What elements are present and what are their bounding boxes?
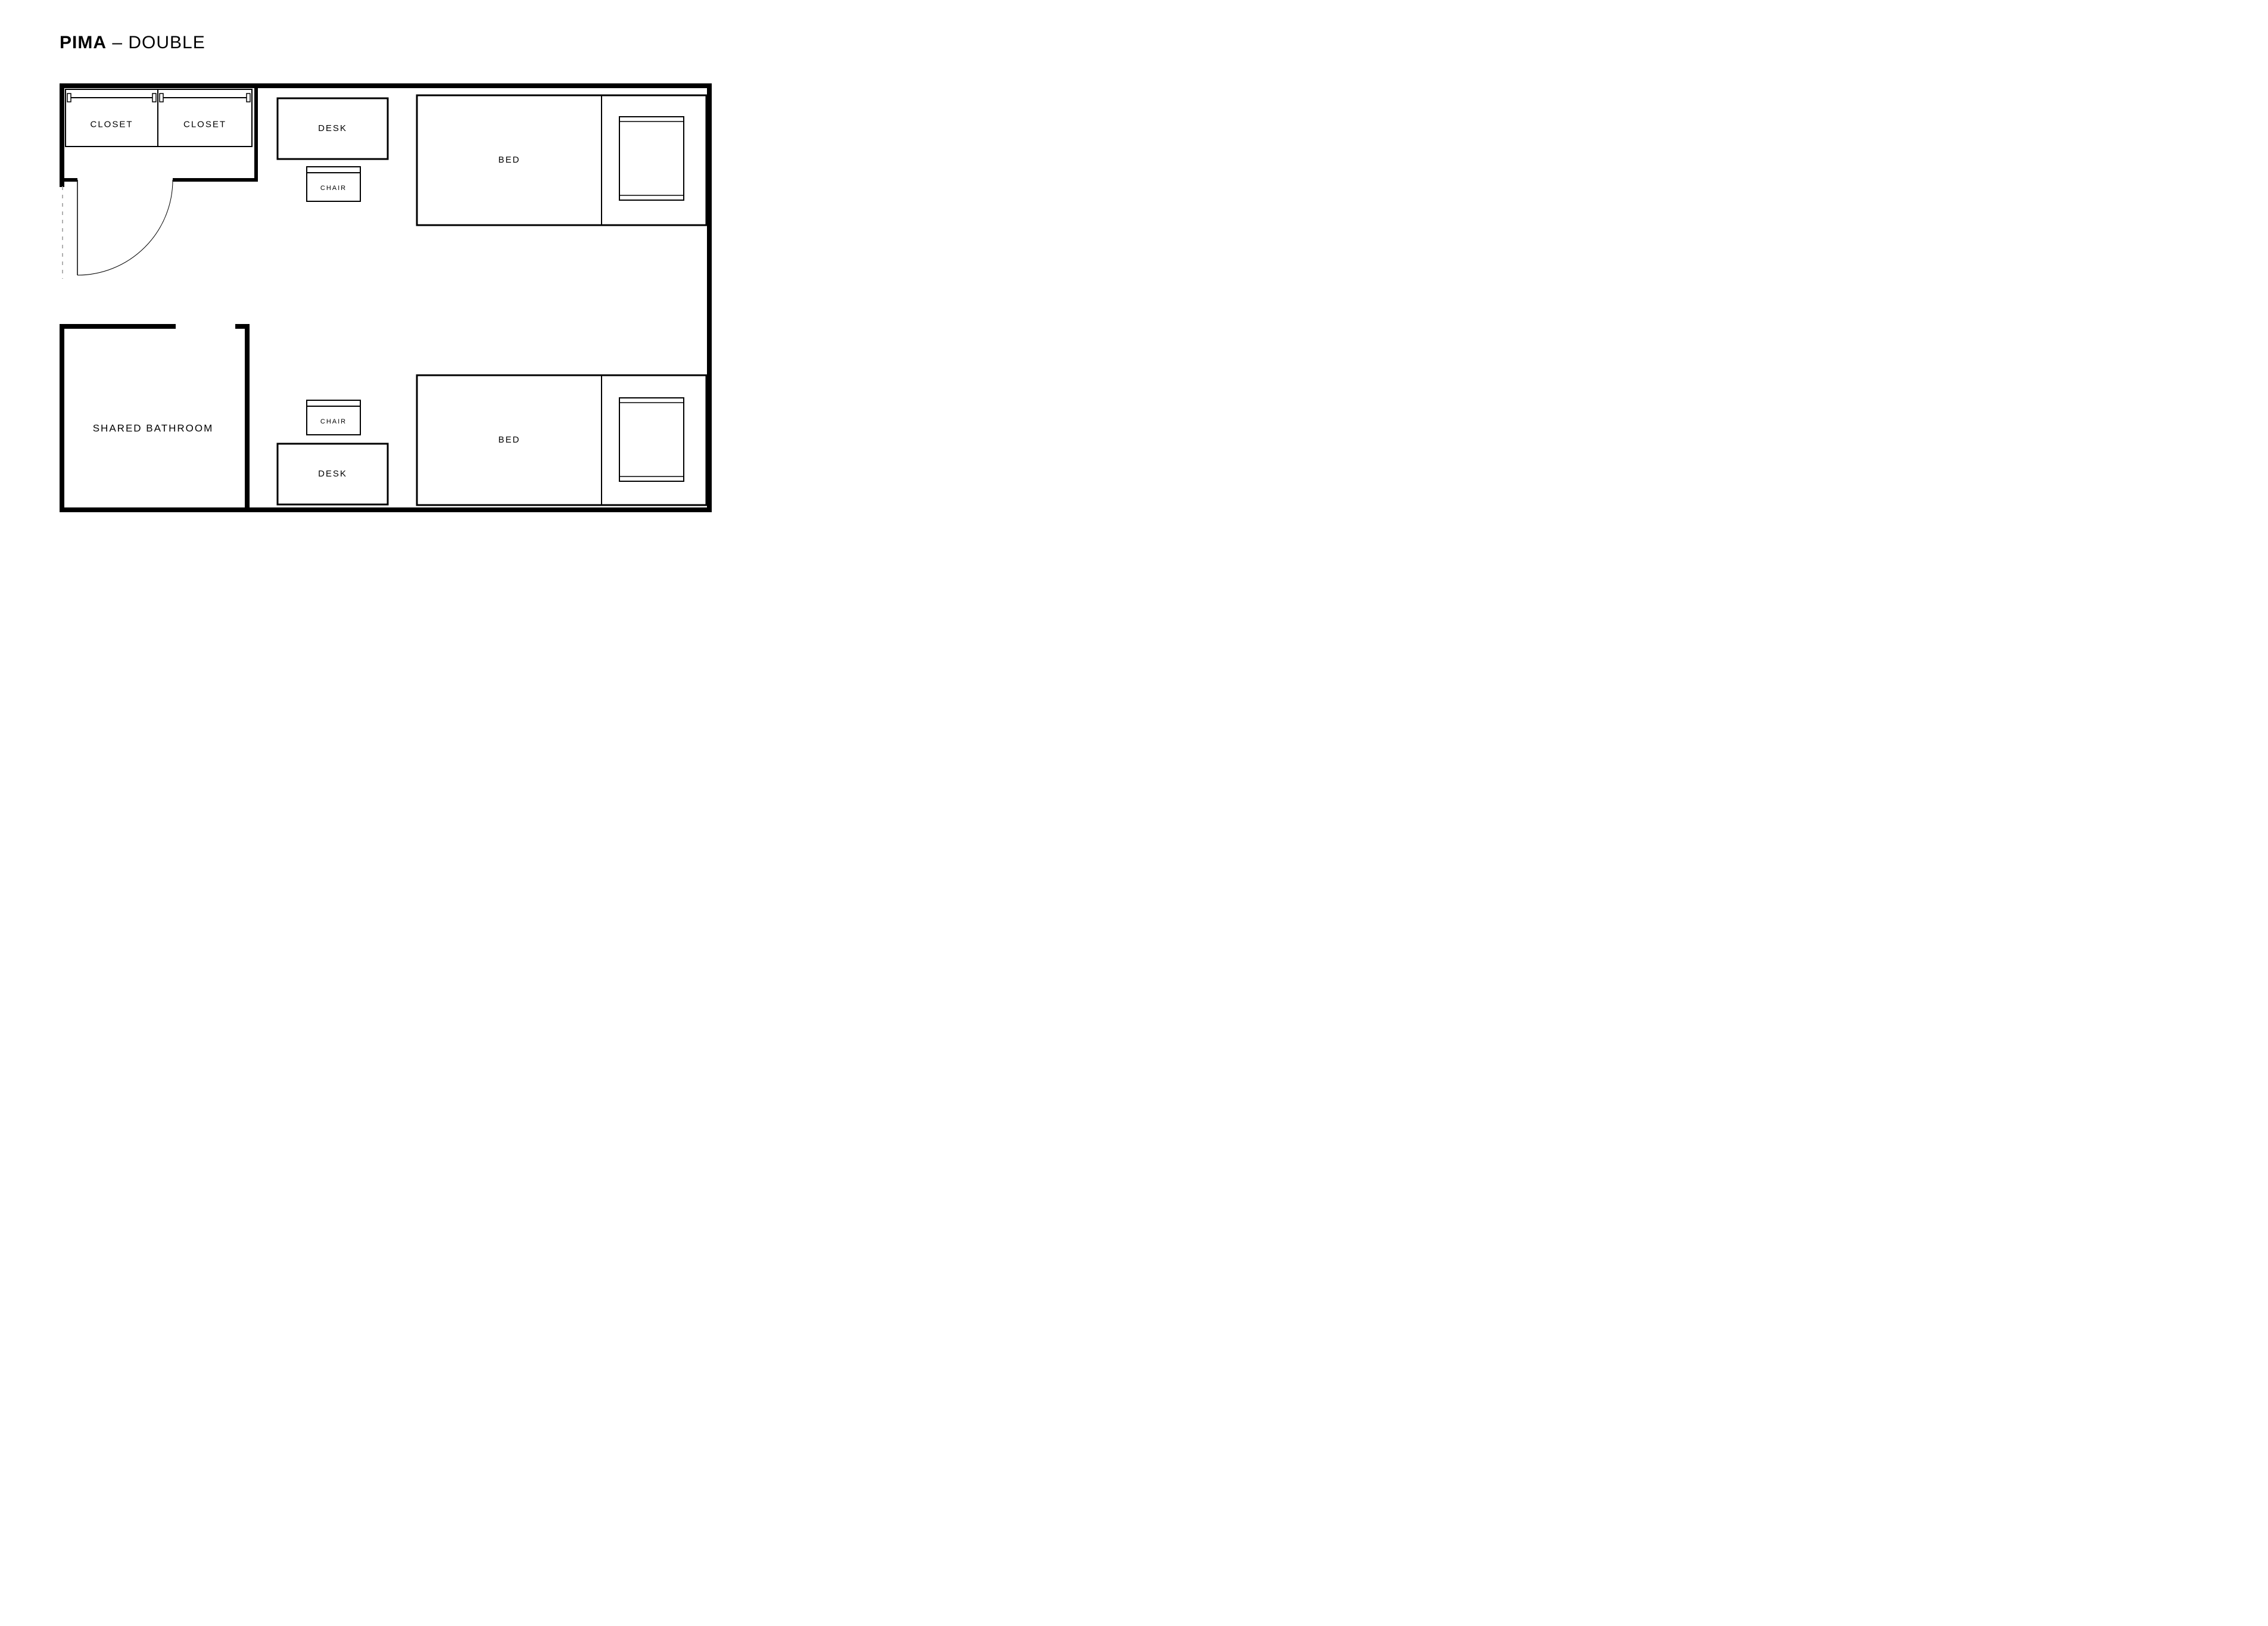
svg-text:CLOSET: CLOSET (183, 119, 226, 129)
svg-text:CHAIR: CHAIR (320, 185, 347, 192)
svg-text:CLOSET: CLOSET (90, 119, 133, 129)
svg-text:SHARED BATHROOM: SHARED BATHROOM (93, 422, 214, 434)
svg-text:DESK: DESK (318, 123, 347, 133)
svg-text:CHAIR: CHAIR (320, 418, 347, 425)
floorplan-page: PIMA – DOUBLE SHARED BATHROOMCLOSETCLOSE… (0, 0, 750, 536)
svg-text:DESK: DESK (318, 469, 347, 479)
floorplan-svg: SHARED BATHROOM CLOSET CLOSET DESK DESK CHAIR… (0, 0, 750, 536)
svg-text:BED: BED (499, 435, 521, 445)
svg-text:BED: BED (499, 155, 521, 165)
